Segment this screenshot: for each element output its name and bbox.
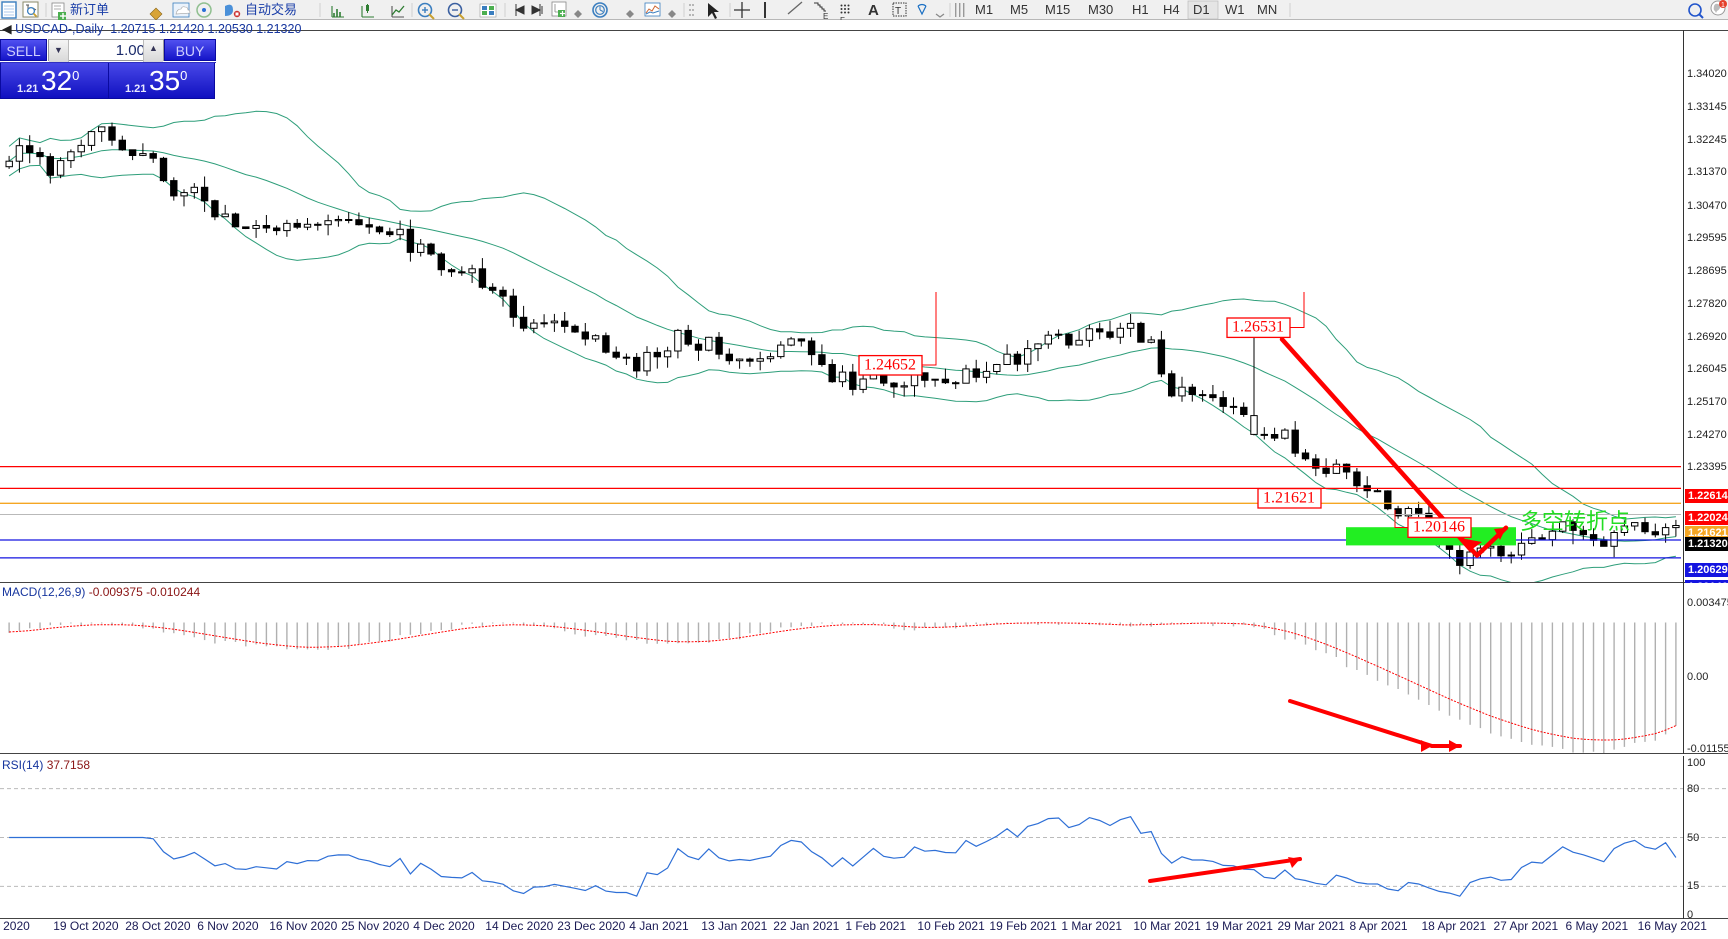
svg-text:W1: W1 <box>1225 2 1245 17</box>
svg-text:T: T <box>895 6 901 17</box>
svg-text:MN: MN <box>1257 2 1277 17</box>
svg-text:M1: M1 <box>975 2 993 17</box>
svg-text:M30: M30 <box>1088 2 1113 17</box>
svg-text:1.26531: 1.26531 <box>1232 319 1284 336</box>
svg-text:E: E <box>823 12 828 20</box>
svg-text:M5: M5 <box>1010 2 1028 17</box>
svg-text:1.21621: 1.21621 <box>1263 490 1315 507</box>
svg-text:D1: D1 <box>1193 2 1210 17</box>
svg-text:A: A <box>868 2 879 19</box>
svg-text:M15: M15 <box>1045 2 1070 17</box>
svg-text:F: F <box>840 16 845 20</box>
svg-text:多空转折点: 多空转折点 <box>1520 509 1630 534</box>
svg-text:H4: H4 <box>1163 2 1180 17</box>
svg-text:自动交易: 自动交易 <box>245 2 297 17</box>
svg-text:1.20146: 1.20146 <box>1413 519 1465 536</box>
svg-text:1: 1 <box>1721 2 1725 9</box>
svg-text:新订单: 新订单 <box>70 2 109 17</box>
svg-text:H1: H1 <box>1132 2 1149 17</box>
svg-text:1.24652: 1.24652 <box>864 357 916 374</box>
